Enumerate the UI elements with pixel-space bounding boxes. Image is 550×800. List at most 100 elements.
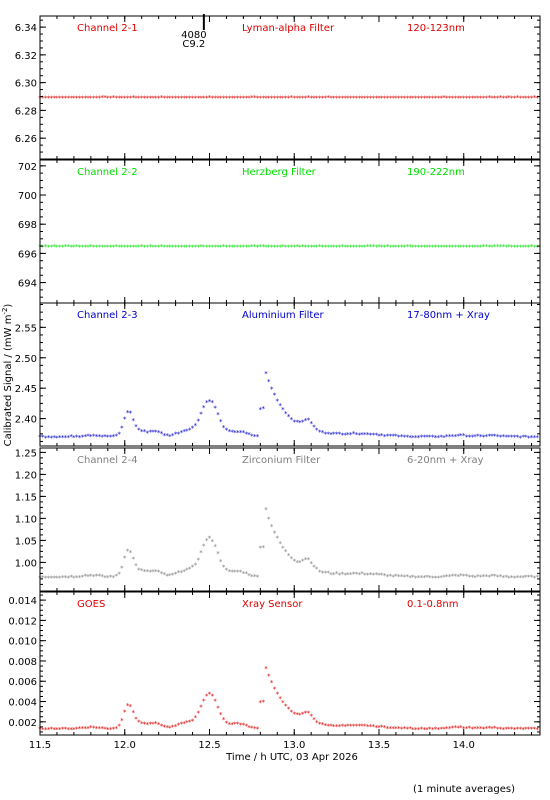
data-point: * bbox=[462, 432, 466, 440]
data-point: * bbox=[442, 726, 446, 734]
y-tick-label: 1.25 bbox=[15, 448, 37, 459]
data-point: * bbox=[524, 94, 528, 102]
data-point: * bbox=[428, 574, 432, 582]
y-tick-label: 6.28 bbox=[15, 106, 37, 117]
data-point: * bbox=[143, 568, 147, 576]
data-point: * bbox=[338, 571, 342, 579]
data-point: * bbox=[496, 433, 500, 441]
data-point: * bbox=[380, 243, 384, 251]
data-point: * bbox=[535, 574, 539, 582]
data-point: * bbox=[312, 243, 316, 251]
data-point: * bbox=[171, 95, 175, 103]
data-point: * bbox=[315, 426, 319, 434]
data-point: * bbox=[487, 433, 491, 441]
data-point: * bbox=[233, 243, 237, 251]
data-point: * bbox=[516, 574, 520, 582]
data-point: * bbox=[530, 434, 534, 442]
data-point: * bbox=[211, 538, 215, 546]
data-point: * bbox=[502, 574, 506, 582]
data-point: * bbox=[230, 95, 234, 103]
data-point: * bbox=[437, 726, 441, 734]
data-point: * bbox=[448, 433, 452, 441]
data-point: * bbox=[64, 574, 68, 582]
data-point: * bbox=[507, 433, 511, 441]
data-point: * bbox=[129, 409, 133, 417]
data-point: * bbox=[287, 706, 291, 714]
data-point: * bbox=[422, 94, 426, 102]
data-point: * bbox=[98, 243, 102, 251]
data-point: * bbox=[448, 243, 452, 251]
data-point: * bbox=[58, 434, 62, 442]
data-point: * bbox=[295, 95, 299, 103]
data-point: * bbox=[372, 432, 376, 440]
data-point: * bbox=[513, 243, 517, 251]
data-point: * bbox=[242, 570, 246, 578]
data-point: * bbox=[52, 243, 56, 251]
data-point: * bbox=[326, 243, 330, 251]
data-point: * bbox=[332, 723, 336, 731]
data-point: * bbox=[329, 571, 333, 579]
data-point: * bbox=[154, 429, 158, 437]
data-point: * bbox=[377, 572, 381, 580]
data-point: * bbox=[352, 430, 356, 438]
data-point: * bbox=[349, 243, 353, 251]
data-point: * bbox=[414, 726, 418, 734]
data-point: * bbox=[377, 432, 381, 440]
data-point: * bbox=[434, 434, 438, 442]
data-point: * bbox=[109, 243, 113, 251]
data-point: * bbox=[516, 434, 520, 442]
data-point: * bbox=[496, 95, 500, 103]
data-point: * bbox=[146, 721, 150, 729]
data-point: * bbox=[179, 569, 183, 577]
data-point: * bbox=[120, 565, 124, 573]
data-point: * bbox=[92, 725, 96, 733]
data-point: * bbox=[524, 726, 528, 734]
data-point: * bbox=[357, 722, 361, 730]
data-point: * bbox=[131, 243, 135, 251]
data-point: * bbox=[83, 573, 87, 581]
data-point: * bbox=[346, 723, 350, 731]
y-tick-label: 2.45 bbox=[15, 384, 37, 395]
data-point: * bbox=[78, 574, 82, 582]
data-point: * bbox=[123, 709, 127, 717]
data-point: * bbox=[202, 404, 206, 412]
data-point: * bbox=[120, 94, 124, 102]
data-point: * bbox=[510, 434, 514, 442]
data-point: * bbox=[163, 571, 167, 579]
data-point: * bbox=[309, 94, 313, 102]
data-point: * bbox=[95, 95, 99, 103]
data-point: * bbox=[202, 543, 206, 551]
data-point: * bbox=[445, 573, 449, 581]
data-point: * bbox=[244, 570, 248, 578]
data-point: * bbox=[290, 709, 294, 717]
data-point: * bbox=[485, 725, 489, 733]
data-point: * bbox=[191, 94, 195, 102]
data-point: * bbox=[41, 574, 45, 582]
data-point: * bbox=[148, 94, 152, 102]
panel-channel-2-2: * * * * * * * * * * * * * * * * * * * * * * * * * * * * * * * * * * * * * * * *… bbox=[18, 159, 541, 304]
y-tick-label: 0.006 bbox=[8, 677, 37, 688]
data-point: * bbox=[284, 548, 288, 556]
data-point: * bbox=[112, 94, 116, 102]
data-point: * bbox=[377, 724, 381, 732]
data-point: * bbox=[490, 573, 494, 581]
data-point: * bbox=[242, 722, 246, 730]
data-point: * bbox=[239, 569, 243, 577]
data-point: * bbox=[335, 430, 339, 438]
data-point: * bbox=[434, 574, 438, 582]
data-point: * bbox=[123, 243, 127, 251]
data-point: * bbox=[131, 709, 135, 717]
data-point: * bbox=[357, 571, 361, 579]
data-point: * bbox=[312, 716, 316, 724]
data-point: * bbox=[405, 433, 409, 441]
data-point: * bbox=[41, 243, 45, 251]
data-point: * bbox=[194, 422, 198, 430]
data-point: * bbox=[208, 691, 212, 699]
data-point: * bbox=[380, 572, 384, 580]
data-point: * bbox=[439, 434, 443, 442]
data-point: * bbox=[267, 515, 271, 523]
data-point: * bbox=[405, 243, 409, 251]
data-point: * bbox=[177, 243, 181, 251]
data-point: * bbox=[98, 433, 102, 441]
data-point: * bbox=[188, 719, 192, 727]
